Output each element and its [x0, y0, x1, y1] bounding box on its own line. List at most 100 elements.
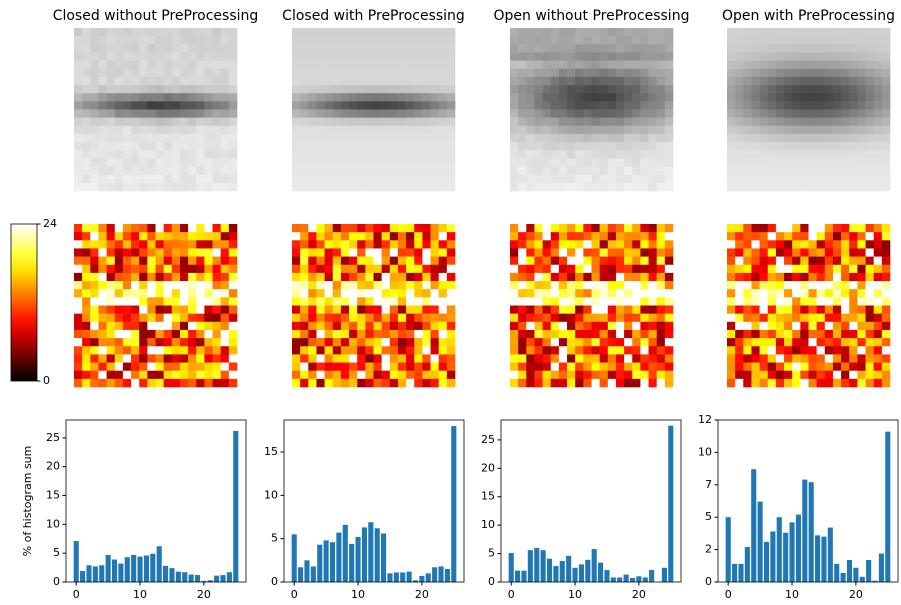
- image-pixel: [82, 126, 90, 134]
- image-pixel: [608, 69, 616, 77]
- image-pixel: [172, 77, 180, 85]
- image-pixel: [616, 44, 624, 52]
- image-pixel: [784, 77, 792, 85]
- image-pixel: [188, 101, 196, 109]
- image-pixel: [382, 101, 390, 109]
- image-pixel: [422, 52, 430, 60]
- heatmap-pixel: [809, 232, 817, 240]
- image-pixel: [657, 28, 665, 36]
- y-tick-label: 0: [53, 575, 60, 588]
- image-pixel: [115, 183, 123, 191]
- image-pixel: [439, 36, 447, 44]
- image-pixel: [751, 126, 759, 134]
- heatmap-pixel: [204, 224, 212, 232]
- image-pixel: [333, 167, 341, 175]
- bar: [751, 469, 756, 582]
- heatmap-pixel: [82, 281, 90, 289]
- heatmap-pixel: [849, 248, 857, 256]
- heatmap-pixel: [866, 257, 874, 265]
- image-pixel: [349, 126, 357, 134]
- image-pixel: [510, 36, 518, 44]
- image-pixel: [213, 77, 221, 85]
- heatmap-pixel: [649, 379, 657, 387]
- heatmap-pixel: [115, 330, 123, 338]
- heatmap-pixel: [82, 273, 90, 281]
- heatmap-pixel: [414, 224, 422, 232]
- image-pixel: [551, 110, 559, 118]
- heatmap-pixel: [583, 265, 591, 273]
- heatmap-pixel: [776, 232, 784, 240]
- x-tick-label: 10: [785, 588, 799, 601]
- image-pixel: [833, 183, 841, 191]
- heatmap-pixel: [98, 346, 106, 354]
- image-pixel: [357, 101, 365, 109]
- image-pixel: [649, 175, 657, 183]
- image-pixel: [333, 183, 341, 191]
- image-pixel: [357, 110, 365, 118]
- image-pixel: [213, 167, 221, 175]
- image-pixel: [308, 85, 316, 93]
- image-pixel: [349, 142, 357, 150]
- heatmap-pixel: [632, 289, 640, 297]
- image-pixel: [172, 142, 180, 150]
- image-pixel: [229, 118, 237, 126]
- image-pixel: [398, 93, 406, 101]
- heatmap-pixel: [325, 265, 333, 273]
- heatmap-pixel: [406, 354, 414, 362]
- image-pixel: [349, 52, 357, 60]
- image-pixel: [365, 77, 373, 85]
- heatmap-pixel: [139, 338, 147, 346]
- heatmap-pixel: [365, 224, 373, 232]
- heatmap-pixel: [866, 265, 874, 273]
- heatmap-pixel: [665, 257, 673, 265]
- heatmap-pixel: [882, 363, 890, 371]
- heatmap-pixel: [447, 289, 455, 297]
- image-pixel: [866, 52, 874, 60]
- image-pixel: [649, 36, 657, 44]
- heatmap-pixel: [357, 257, 365, 265]
- heatmap-pixel: [123, 330, 131, 338]
- heatmap-pixel: [188, 371, 196, 379]
- image-pixel: [374, 183, 382, 191]
- image-pixel: [123, 134, 131, 142]
- image-pixel: [374, 52, 382, 60]
- image-pixel: [817, 28, 825, 36]
- image-pixel: [534, 150, 542, 158]
- heatmap-pixel: [333, 371, 341, 379]
- image-pixel: [325, 77, 333, 85]
- heatmap-pixel: [874, 371, 882, 379]
- image-pixel: [534, 61, 542, 69]
- heatmap-pixel: [333, 379, 341, 387]
- heatmap-pixel: [398, 371, 406, 379]
- heatmap-pixel: [649, 354, 657, 362]
- image-pixel: [74, 134, 82, 142]
- image-pixel: [657, 85, 665, 93]
- heatmap-pixel: [229, 224, 237, 232]
- heatmap-pixel: [800, 224, 808, 232]
- image-pixel: [567, 28, 575, 36]
- heatmap-pixel: [600, 314, 608, 322]
- image-pixel: [583, 167, 591, 175]
- image-pixel: [518, 142, 526, 150]
- heatmap-pixel: [833, 265, 841, 273]
- heatmap-pixel: [551, 330, 559, 338]
- image-pixel: [665, 183, 673, 191]
- heatmap-pixel: [857, 281, 865, 289]
- image-pixel: [221, 28, 229, 36]
- heatmap-pixel: [131, 224, 139, 232]
- image-pixel: [784, 85, 792, 93]
- image-pixel: [147, 85, 155, 93]
- image-pixel: [518, 167, 526, 175]
- image-pixel: [518, 28, 526, 36]
- heatmap-pixel: [221, 224, 229, 232]
- heatmap-pixel: [608, 322, 616, 330]
- image-pixel: [164, 150, 172, 158]
- image-pixel: [665, 52, 673, 60]
- heatmap-pixel: [390, 330, 398, 338]
- image-pixel: [608, 126, 616, 134]
- image-pixel: [115, 77, 123, 85]
- image-pixel: [866, 85, 874, 93]
- image-pixel: [90, 36, 98, 44]
- heatmap-pixel: [518, 363, 526, 371]
- image-pixel: [534, 183, 542, 191]
